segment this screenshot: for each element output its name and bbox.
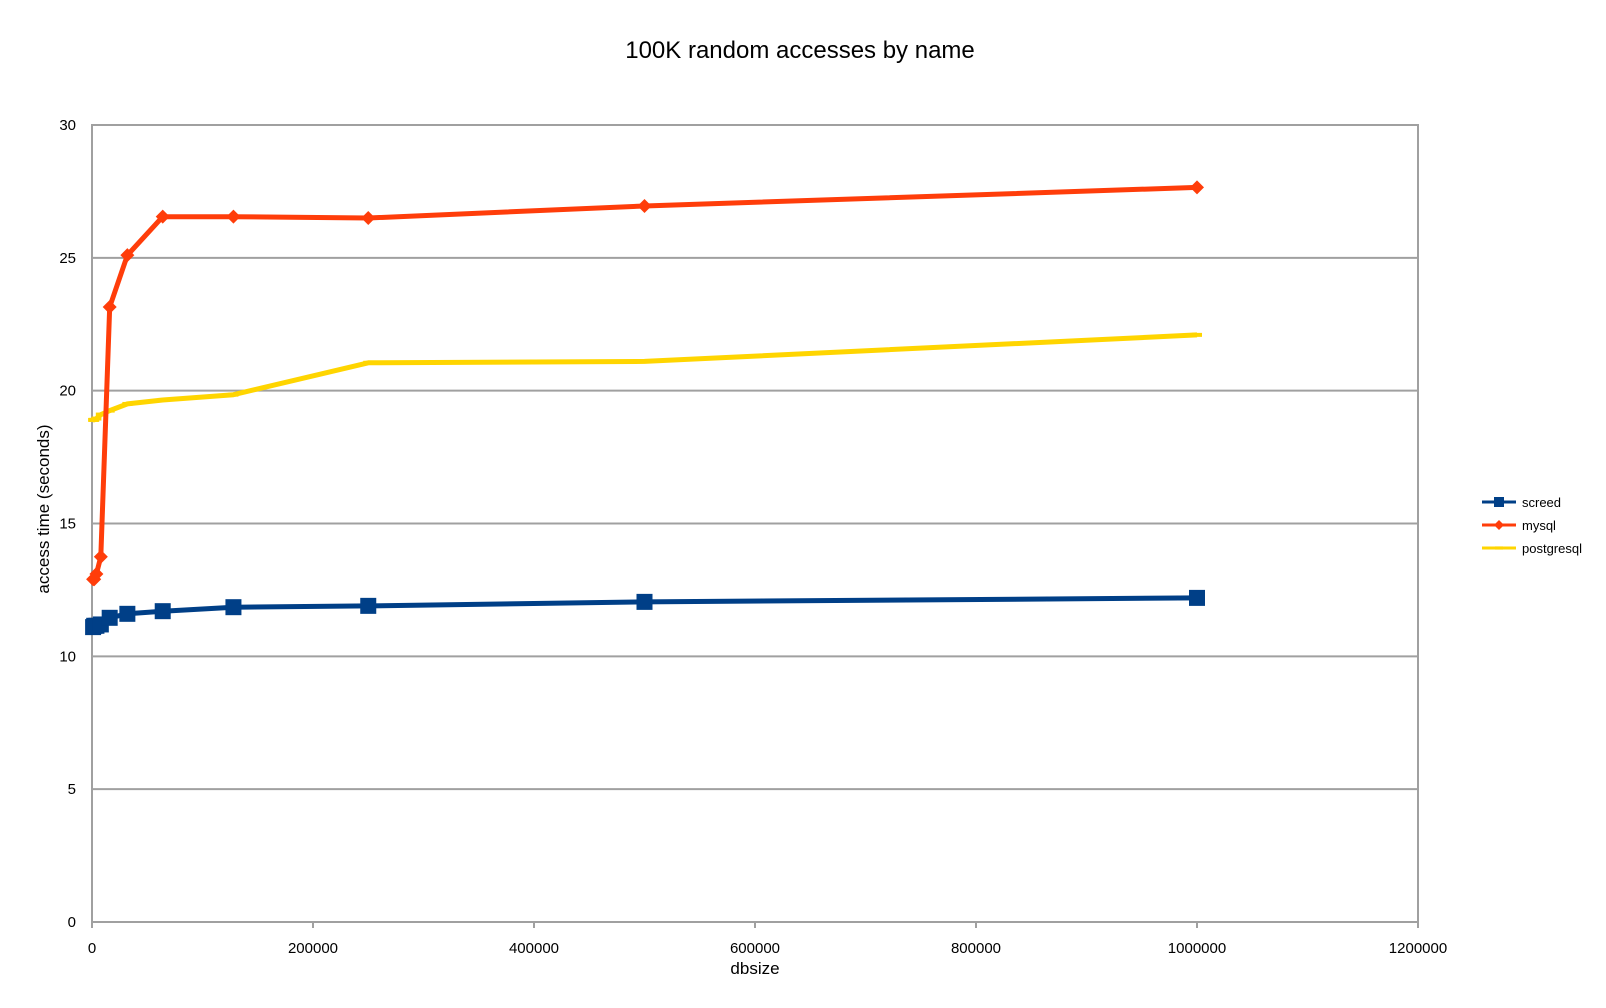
data-point-mysql-10 [1190, 180, 1204, 195]
legend-item-screed: screed [1482, 495, 1561, 510]
data-point-screed-6 [154, 603, 171, 620]
legend: screed mysql postgresql [1482, 495, 1582, 556]
y-axis-label: access time (seconds) [34, 424, 53, 593]
y-tick-label-25: 25 [59, 250, 76, 267]
series-mysql [86, 180, 1204, 587]
legend-swatch-marker-mysql [1494, 520, 1504, 530]
x-tick-label-1200000: 1200000 [1389, 940, 1447, 957]
data-point-postgresql-9 [639, 359, 650, 364]
data-point-mysql-4 [102, 299, 117, 314]
x-tick-label-0: 0 [88, 940, 96, 957]
data-point-postgresql-5 [122, 401, 133, 406]
series-layer [85, 180, 1205, 636]
data-point-screed-8 [360, 597, 377, 614]
legend-label-postgresql: postgresql [1522, 541, 1582, 556]
series-screed [85, 589, 1205, 636]
legend-swatch-marker-postgresql [1495, 546, 1503, 550]
data-point-screed-4 [101, 609, 118, 626]
data-point-screed-7 [225, 599, 242, 616]
gridlines [92, 256, 1418, 791]
x-tick-label-1000000: 1000000 [1168, 940, 1226, 957]
series-line-postgresql [91, 332, 1198, 423]
data-point-mysql-9 [637, 199, 652, 214]
series-postgresql [88, 332, 1202, 423]
x-axis-ticks: 0 200000 400000 600000 800000 1000000 1200000 [88, 922, 1447, 957]
legend-item-mysql: mysql [1482, 518, 1556, 533]
x-tick-label-600000: 600000 [730, 940, 780, 957]
y-tick-label-30: 30 [59, 117, 76, 134]
x-axis-label: dbsize [730, 959, 779, 978]
y-tick-label-15: 15 [59, 516, 76, 533]
legend-label-screed: screed [1522, 495, 1561, 510]
y-tick-label-5: 5 [68, 781, 76, 798]
data-point-mysql-8 [361, 210, 376, 225]
y-tick-label-20: 20 [59, 383, 76, 400]
data-point-postgresql-10 [1192, 332, 1202, 337]
data-point-mysql-6 [155, 209, 170, 224]
data-point-mysql-5 [120, 248, 135, 263]
x-tick-label-400000: 400000 [509, 940, 559, 957]
series-line-mysql [91, 184, 1198, 582]
legend-item-postgresql: postgresql [1482, 541, 1582, 556]
chart-title: 100K random accesses by name [625, 37, 975, 64]
y-axis-ticks: 0 5 10 15 20 25 30 [59, 117, 76, 931]
data-point-screed-9 [636, 593, 653, 610]
data-point-mysql-2 [89, 566, 104, 581]
data-point-postgresql-7 [228, 392, 239, 397]
data-point-screed-5 [119, 605, 136, 622]
x-tick-label-800000: 800000 [951, 940, 1001, 957]
data-point-postgresql-4 [104, 408, 115, 413]
data-point-screed-10 [1189, 589, 1205, 606]
legend-label-mysql: mysql [1522, 518, 1556, 533]
y-tick-label-10: 10 [59, 648, 76, 665]
x-tick-label-200000: 200000 [288, 940, 338, 957]
data-point-mysql-3 [93, 549, 108, 564]
data-point-postgresql-2 [91, 416, 102, 421]
data-point-postgresql-6 [157, 397, 168, 402]
data-point-postgresql-3 [95, 412, 106, 417]
legend-swatch-marker-screed [1494, 497, 1504, 507]
data-point-mysql-7 [226, 209, 241, 224]
data-point-postgresql-8 [363, 360, 374, 365]
y-tick-label-0: 0 [68, 914, 76, 931]
